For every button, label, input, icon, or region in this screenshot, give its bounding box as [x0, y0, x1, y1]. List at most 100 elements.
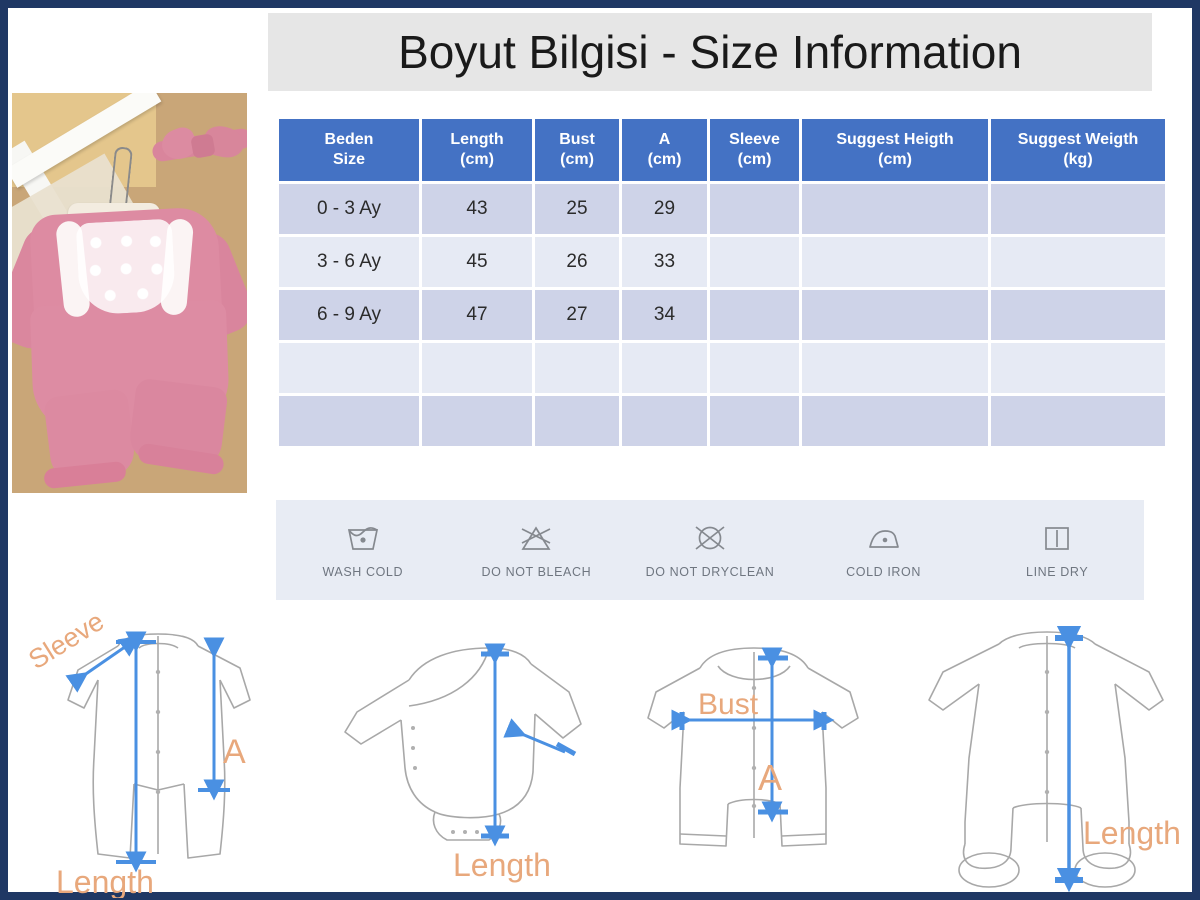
- cell-height: [802, 184, 988, 234]
- care-instructions-band: WASH COLD DO NOT BLEACH DO NOT DRYCLEAN: [276, 500, 1144, 600]
- cell-length: 43: [422, 184, 532, 234]
- cell-height: [802, 396, 988, 446]
- column-header-a: A (cm): [622, 119, 707, 181]
- care-label: DO NOT BLEACH: [481, 565, 592, 579]
- cell-sleeve: [710, 184, 799, 234]
- long-sleeve-romper-drawing: Sleeve A Length: [23, 608, 251, 898]
- kimono-bodysuit-drawing: Length: [344, 643, 582, 883]
- cell-a: [622, 396, 707, 446]
- header-line2: Size: [332, 151, 365, 168]
- header-line1: Length: [450, 131, 504, 148]
- cell-size: 6 - 9 Ay: [279, 290, 419, 340]
- wash-tub-one-dot-icon: [347, 527, 378, 550]
- header-line1: Beden: [324, 131, 374, 148]
- headband-knot: [190, 133, 216, 159]
- cell-length: [422, 343, 532, 393]
- cell-bust: [535, 396, 619, 446]
- label-a: A: [758, 757, 782, 798]
- cell-a: 29: [622, 184, 707, 234]
- page-title-bar: Boyut Bilgisi - Size Information: [268, 13, 1152, 91]
- page-frame: Boyut Bilgisi - Size Information: [8, 8, 1192, 898]
- cell-length: 47: [422, 290, 532, 340]
- photo-bow-headband: [151, 123, 247, 167]
- cell-height: [802, 343, 988, 393]
- measurement-diagrams: Sleeve A Length: [18, 608, 1188, 898]
- cell-sleeve: [710, 343, 799, 393]
- header-line1: Suggest Heigth: [836, 131, 954, 148]
- cell-bust: 25: [535, 184, 619, 234]
- cell-length: 45: [422, 237, 532, 287]
- cell-size: [279, 343, 419, 393]
- header-line1: Bust: [559, 131, 595, 148]
- header-line2: (cm): [560, 151, 594, 168]
- care-item-line-dry: LINE DRY: [982, 521, 1132, 579]
- header-line1: Suggest Weigth: [1017, 131, 1139, 148]
- size-table: Beden Size Length (cm) Bust (cm) A (cm): [276, 116, 1168, 449]
- table-row: [279, 343, 1165, 393]
- column-header-length: Length (cm): [422, 119, 532, 181]
- cell-a: [622, 343, 707, 393]
- diagram-long-sleeve-romper: Sleeve A Length: [18, 608, 303, 898]
- iron-one-dot-icon: [868, 530, 899, 548]
- size-table-container: Beden Size Length (cm) Bust (cm) A (cm): [276, 116, 1165, 449]
- cell-weight: [991, 237, 1165, 287]
- cell-bust: [535, 343, 619, 393]
- cell-length: [422, 396, 532, 446]
- square-vertical-line-icon: [1045, 527, 1070, 550]
- cell-size: 0 - 3 Ay: [279, 184, 419, 234]
- header-line2: (cm): [647, 151, 682, 168]
- page-title: Boyut Bilgisi - Size Information: [398, 26, 1022, 78]
- header-line1: A: [658, 131, 671, 148]
- triangle-crossed-bleach-icon: [521, 526, 551, 550]
- cell-weight: [991, 290, 1165, 340]
- cell-height: [802, 290, 988, 340]
- cell-a: 34: [622, 290, 707, 340]
- column-header-sleeve: Sleeve (cm): [710, 119, 799, 181]
- label-a: A: [223, 733, 246, 771]
- header-line2: (cm): [737, 151, 772, 168]
- header-line2: (cm): [878, 151, 912, 168]
- label-bust: Bust: [698, 688, 759, 721]
- lace-bib: [75, 218, 177, 316]
- product-photo: [12, 93, 247, 493]
- label-length: Length: [56, 864, 154, 898]
- circle-crossed-dryclean-icon: [695, 526, 725, 550]
- header-line2: (kg): [1063, 151, 1093, 168]
- footed-sleepsuit-drawing: Length: [928, 625, 1181, 893]
- care-item-do-not-bleach: DO NOT BLEACH: [461, 521, 611, 579]
- care-label: COLD IRON: [846, 565, 921, 579]
- diagram-footed-sleepsuit: Length: [903, 608, 1188, 898]
- label-length: Length: [453, 847, 551, 883]
- care-label: DO NOT DRYCLEAN: [645, 565, 775, 579]
- cell-weight: [991, 343, 1165, 393]
- diagram-kimono-bodysuit: Length: [313, 608, 598, 898]
- table-row: 0 - 3 Ay 43 25 29: [279, 184, 1165, 234]
- cell-sleeve: [710, 396, 799, 446]
- cell-size: 3 - 6 Ay: [279, 237, 419, 287]
- table-row: 6 - 9 Ay 47 27 34: [279, 290, 1165, 340]
- table-header-row: Beden Size Length (cm) Bust (cm) A (cm): [279, 119, 1165, 181]
- cell-bust: 27: [535, 290, 619, 340]
- column-header-bust: Bust (cm): [535, 119, 619, 181]
- cell-weight: [991, 396, 1165, 446]
- table-row: [279, 396, 1165, 446]
- header-line2: (cm): [460, 151, 494, 168]
- short-sleeve-romper-drawing: Bust A: [647, 647, 859, 847]
- cell-a: 33: [622, 237, 707, 287]
- table-row: 3 - 6 Ay 45 26 33: [279, 237, 1165, 287]
- header-line1: Sleeve: [729, 131, 780, 148]
- cell-sleeve: [710, 290, 799, 340]
- cell-bust: 26: [535, 237, 619, 287]
- cell-size: [279, 396, 419, 446]
- care-item-wash-cold: WASH COLD: [288, 521, 438, 579]
- column-header-suggest-weigth: Suggest Weigth (kg): [991, 119, 1165, 181]
- care-item-cold-iron: COLD IRON: [809, 521, 959, 579]
- care-item-do-not-dryclean: DO NOT DRYCLEAN: [635, 521, 785, 579]
- cell-weight: [991, 184, 1165, 234]
- cell-sleeve: [710, 237, 799, 287]
- column-header-suggest-heigth: Suggest Heigth (cm): [802, 119, 988, 181]
- care-label: LINE DRY: [1026, 565, 1089, 579]
- diagram-short-sleeve-romper: Bust A: [608, 608, 893, 898]
- care-label: WASH COLD: [322, 565, 404, 579]
- cell-height: [802, 237, 988, 287]
